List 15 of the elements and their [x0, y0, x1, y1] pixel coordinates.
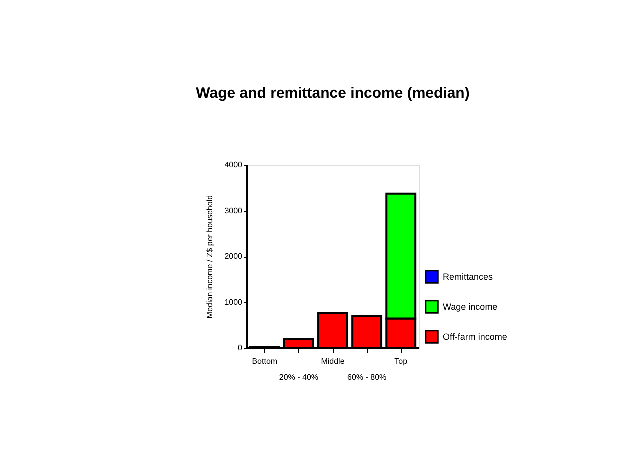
- x-tick-label: Bottom: [252, 357, 278, 366]
- x-tick-label: 60% - 80%: [347, 373, 387, 382]
- y-axis-title: Median income / Z$ per household: [206, 195, 215, 319]
- y-tick-label: 3000: [224, 206, 244, 216]
- y-tick-label: 1000: [224, 298, 244, 307]
- legend-label: Off-farm income: [443, 332, 508, 342]
- x-tick-label: Top: [394, 357, 408, 366]
- legend-label: Wage income: [443, 302, 498, 312]
- chart-title: Wage and remittance income (median): [196, 85, 470, 102]
- y-tick-label: 4000: [224, 160, 244, 170]
- x-tick-label: 20% - 40%: [279, 373, 319, 382]
- x-tick-label: Middle: [321, 357, 346, 366]
- legend-label: Remittances: [443, 272, 494, 282]
- y-tick-label: 0: [238, 344, 244, 352]
- y-tick-label: 2000: [224, 252, 244, 261]
